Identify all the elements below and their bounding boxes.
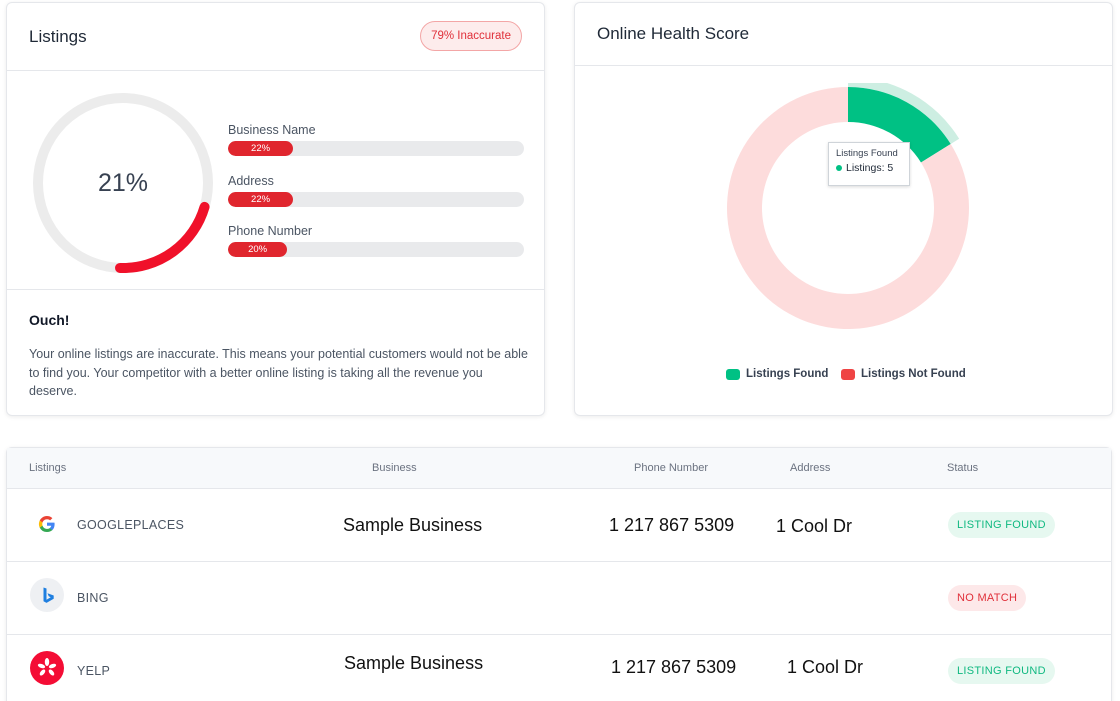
ouch-section: Ouch! Your online listings are inaccurat… bbox=[7, 289, 544, 416]
source-name: GOOGLEPLACES bbox=[77, 518, 185, 532]
header-phone: Phone Number bbox=[634, 462, 708, 474]
ouch-title: Ouch! bbox=[29, 312, 70, 328]
header-status: Status bbox=[947, 462, 979, 474]
donut-svg bbox=[727, 77, 969, 330]
metric-track: 20% bbox=[228, 242, 524, 257]
source-name: BING bbox=[77, 591, 109, 605]
legend-label-not-found: Listings Not Found bbox=[861, 368, 966, 380]
tooltip-title: Listings Found bbox=[836, 148, 898, 159]
header-address: Address bbox=[790, 462, 831, 474]
table-header: Listings Business Phone Number Address S… bbox=[7, 448, 1111, 489]
donut-slice-found[interactable] bbox=[848, 87, 951, 163]
legend-item-not-found[interactable]: Listings Not Found bbox=[841, 367, 966, 381]
listings-table: Listings Business Phone Number Address S… bbox=[6, 447, 1112, 701]
status-badge: NO MATCH bbox=[948, 585, 1027, 611]
table-row: YELP Sample Business 1 217 867 5309 1 Co… bbox=[7, 635, 1111, 701]
yelp-icon bbox=[30, 651, 64, 685]
listings-card-title: Listings bbox=[29, 27, 87, 46]
business-name: Sample Business bbox=[343, 515, 483, 535]
ouch-text: Your online listings are inaccurate. Thi… bbox=[29, 347, 528, 398]
table-row: GOOGLEPLACES Sample Business 1 217 867 5… bbox=[7, 489, 1111, 562]
metric-track: 22% bbox=[228, 192, 524, 207]
metric-track: 22% bbox=[228, 141, 524, 156]
status-badge: LISTING FOUND bbox=[948, 512, 1055, 538]
chart-tooltip: Listings Found Listings: 5 bbox=[828, 142, 910, 186]
google-icon bbox=[30, 507, 64, 541]
metric-fill: 20% bbox=[228, 242, 288, 257]
legend-swatch-not-found bbox=[841, 368, 855, 380]
status-badge: LISTING FOUND bbox=[948, 658, 1055, 684]
phone-number: 1 217 867 5309 bbox=[611, 657, 737, 677]
health-card-header: Online Health Score bbox=[575, 3, 1112, 66]
score-ring-svg bbox=[33, 93, 213, 273]
address: 1 Cool Dr bbox=[787, 657, 864, 677]
legend-label-found: Listings Found bbox=[746, 368, 829, 380]
header-listings: Listings bbox=[29, 462, 67, 474]
source-name: YELP bbox=[77, 664, 111, 678]
phone-number: 1 217 867 5309 bbox=[609, 515, 735, 535]
score-ring-arc bbox=[33, 93, 213, 273]
listing-score-ring: 21% bbox=[29, 89, 217, 277]
address: 1 Cool Dr bbox=[776, 516, 853, 536]
header-business: Business bbox=[372, 462, 417, 474]
table-row: BING NO MATCH bbox=[7, 562, 1111, 635]
listings-card: Listings 79% Inaccurate 21% Business Nam… bbox=[6, 2, 545, 416]
metric-fill: 22% bbox=[228, 192, 294, 207]
listings-card-header: Listings 79% Inaccurate bbox=[7, 3, 544, 71]
tooltip-row: Listings: 5 bbox=[836, 162, 902, 174]
metric-phone-number: Phone Number 20% bbox=[228, 224, 524, 257]
legend-swatch-found bbox=[726, 368, 740, 380]
metric-label: Phone Number bbox=[228, 224, 313, 238]
legend-item-found[interactable]: Listings Found bbox=[726, 367, 828, 381]
inaccurate-badge: 79% Inaccurate bbox=[420, 21, 522, 51]
metric-label: Address bbox=[228, 174, 274, 188]
score-percent: 21% bbox=[97, 169, 149, 197]
donut-slice-found-hover bbox=[848, 77, 960, 144]
business-name: Sample Business bbox=[344, 653, 484, 673]
metric-fill: 22% bbox=[228, 141, 294, 156]
bing-icon bbox=[30, 578, 64, 612]
metric-address: Address 22% bbox=[228, 174, 524, 207]
health-card-title: Online Health Score bbox=[597, 24, 750, 43]
tooltip-dot bbox=[836, 165, 842, 172]
metric-label: Business Name bbox=[228, 123, 316, 137]
health-score-card: Online Health Score Listings Found Listi… bbox=[574, 2, 1113, 416]
metric-business-name: Business Name 22% bbox=[228, 123, 524, 156]
tooltip-value: Listings: 5 bbox=[846, 162, 894, 174]
health-donut-chart bbox=[723, 77, 973, 333]
